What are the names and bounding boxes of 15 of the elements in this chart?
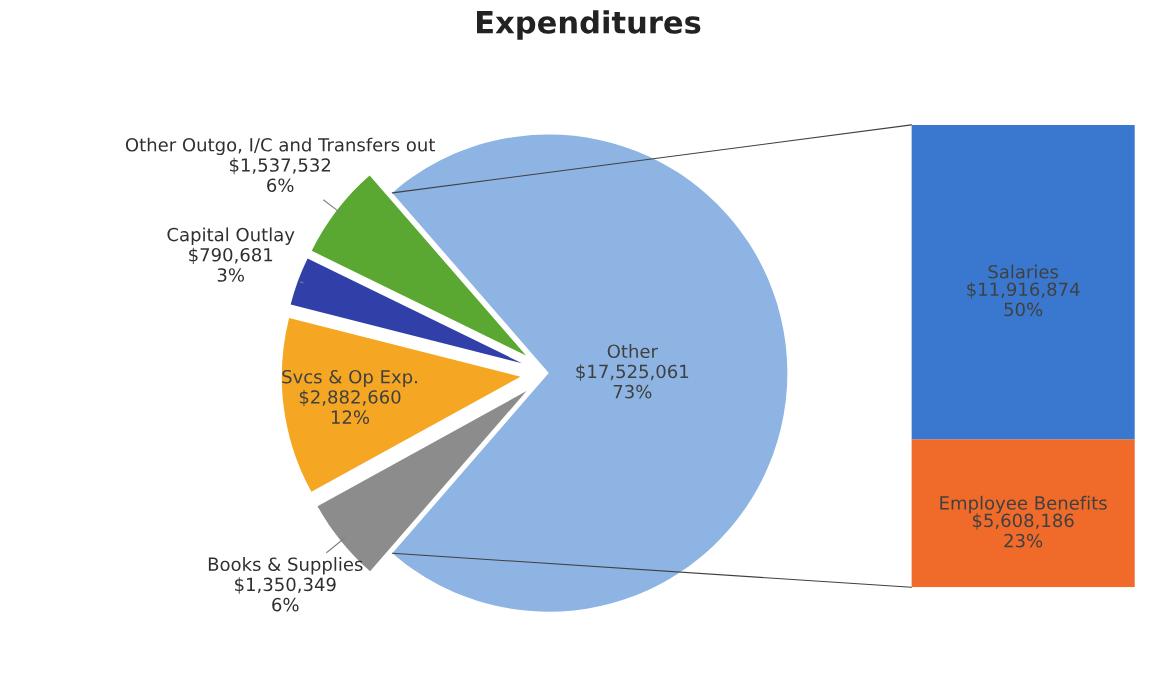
series-label: Salaries (988, 264, 1059, 279)
slice-label: Books & Supplies (208, 557, 363, 575)
series-label: Employee Benefits (940, 495, 1107, 514)
slice-label: Other (607, 344, 658, 359)
data-label: $790,681 3% (189, 247, 273, 282)
slice-label: Other Outgo, I/C and Transfers out (125, 137, 435, 156)
data-label: $5,608,186 23% (972, 513, 1074, 548)
chart-title: Expenditures (477, 10, 701, 40)
data-label: $11,916,874 50% (967, 282, 1080, 317)
data-label: $1,537,532 6% (229, 157, 331, 193)
slice-label: Svcs & Op Exp. (282, 369, 417, 388)
data-label: $17,525,061 73% (576, 364, 689, 399)
data-label: $1,350,349 6% (235, 577, 336, 612)
slice-label: Capital Outlay (167, 227, 295, 245)
data-label: $2,882,660 12% (299, 389, 401, 425)
